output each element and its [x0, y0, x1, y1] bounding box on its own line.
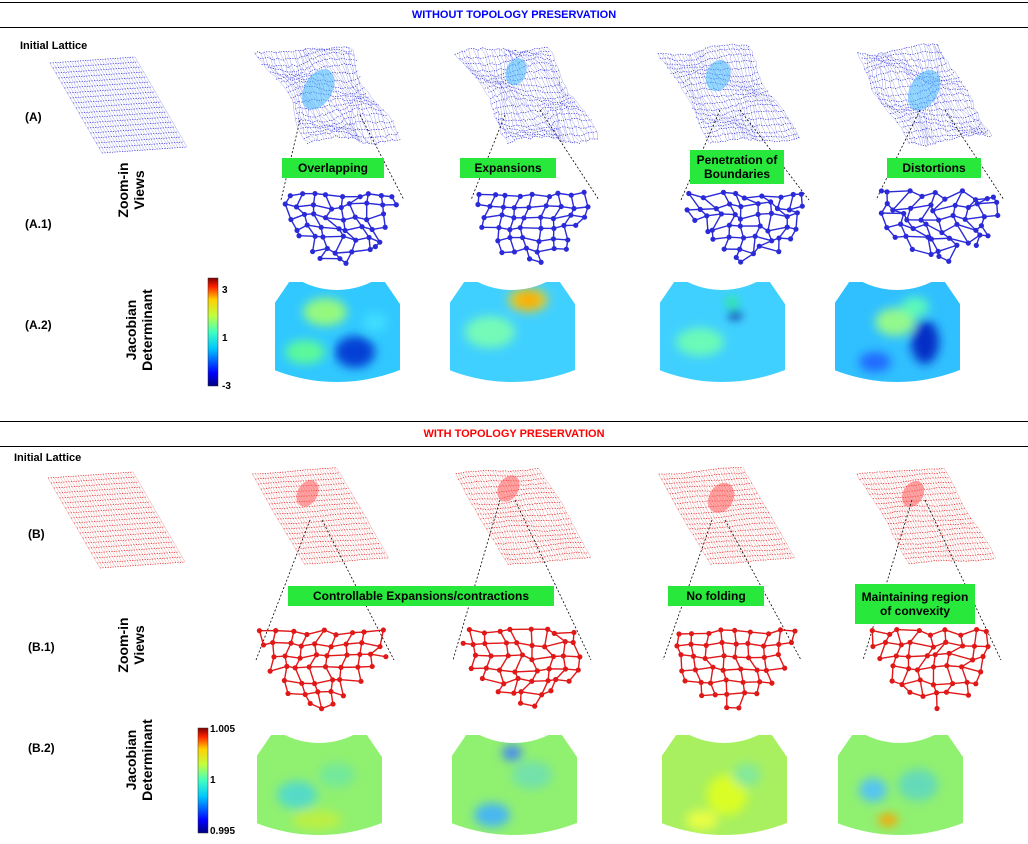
deformed-lattice-bottom-1	[252, 467, 389, 565]
colorbar-bottom-max: 1.005	[210, 724, 236, 735]
bottom-rule-2	[0, 446, 1028, 447]
callout-overlapping: Overlapping	[282, 158, 384, 178]
bottom-section-title: WITH TOPOLOGY PRESERVATION	[423, 428, 605, 440]
row-label-a: (A)	[25, 110, 42, 124]
row-label-b: (B)	[28, 527, 45, 541]
deformed-lattice-bottom-4	[856, 467, 997, 565]
initial-lattice-top	[49, 56, 188, 154]
row-label-a1: (A.1)	[25, 217, 52, 231]
top-section-title: WITHOUT TOPOLOGY PRESERVATION	[411, 9, 617, 21]
zoom-view-top-4	[878, 188, 1001, 264]
jacobian-map-bottom-3	[662, 735, 787, 835]
row-label-a2: (A.2)	[25, 318, 52, 332]
callout-penetration: Penetration of Boundaries	[690, 150, 784, 184]
jacobian-map-bottom-1	[257, 735, 382, 835]
top-rule	[0, 2, 1028, 3]
row-label-b2: (B.2)	[28, 741, 55, 755]
bottom-rule	[0, 421, 1028, 422]
initial-lattice-label-bottom: Initial Lattice	[14, 452, 82, 464]
jacobian-map-top-2	[450, 282, 575, 382]
jacobian-map-top-1	[275, 282, 400, 382]
jacobian-map-top-3	[660, 282, 785, 382]
colorbar-top-max: 3	[222, 285, 228, 296]
initial-lattice-bottom	[47, 471, 186, 569]
deformed-lattice-top-1	[253, 45, 402, 145]
zoom-view-bottom-3	[674, 627, 798, 711]
callout-controllable: Controllable Expansions/contractions	[288, 586, 554, 606]
callout-distortions: Distortions	[887, 158, 981, 178]
zoom-view-top-3	[684, 189, 805, 265]
zoom-view-bottom-4	[869, 626, 991, 712]
row-label-b1: (B.1)	[28, 640, 55, 654]
zoom-view-top-2	[475, 189, 591, 265]
deformed-lattice-top-2	[454, 46, 599, 144]
deformed-lattice-top-3	[657, 43, 800, 144]
colorbar-top	[207, 277, 219, 387]
deformed-lattice-top-4	[856, 43, 992, 147]
jacobian-map-bottom-4	[838, 735, 963, 835]
colorbar-bottom	[197, 727, 209, 834]
deformed-lattice-bottom-3	[658, 467, 796, 565]
colorbar-bottom-mid: 1	[210, 775, 216, 786]
callout-no-folding: No folding	[668, 586, 764, 606]
top-rule-2	[0, 27, 1028, 28]
zoom-view-bottom-2	[460, 626, 583, 709]
initial-lattice-label-top: Initial Lattice	[20, 40, 88, 52]
colorbar-top-min: -3	[222, 381, 231, 392]
callout-convexity: Maintaining region of convexity	[855, 584, 975, 624]
jacobian-map-top-4	[835, 282, 960, 382]
jacobian-map-bottom-2	[452, 735, 577, 835]
zoom-view-bottom-1	[256, 627, 389, 712]
colorbar-top-mid: 1	[222, 333, 228, 344]
colorbar-bottom-min: 0.995	[210, 826, 236, 837]
callout-expansions: Expansions	[460, 158, 556, 178]
zoom-view-top-1	[282, 190, 399, 266]
